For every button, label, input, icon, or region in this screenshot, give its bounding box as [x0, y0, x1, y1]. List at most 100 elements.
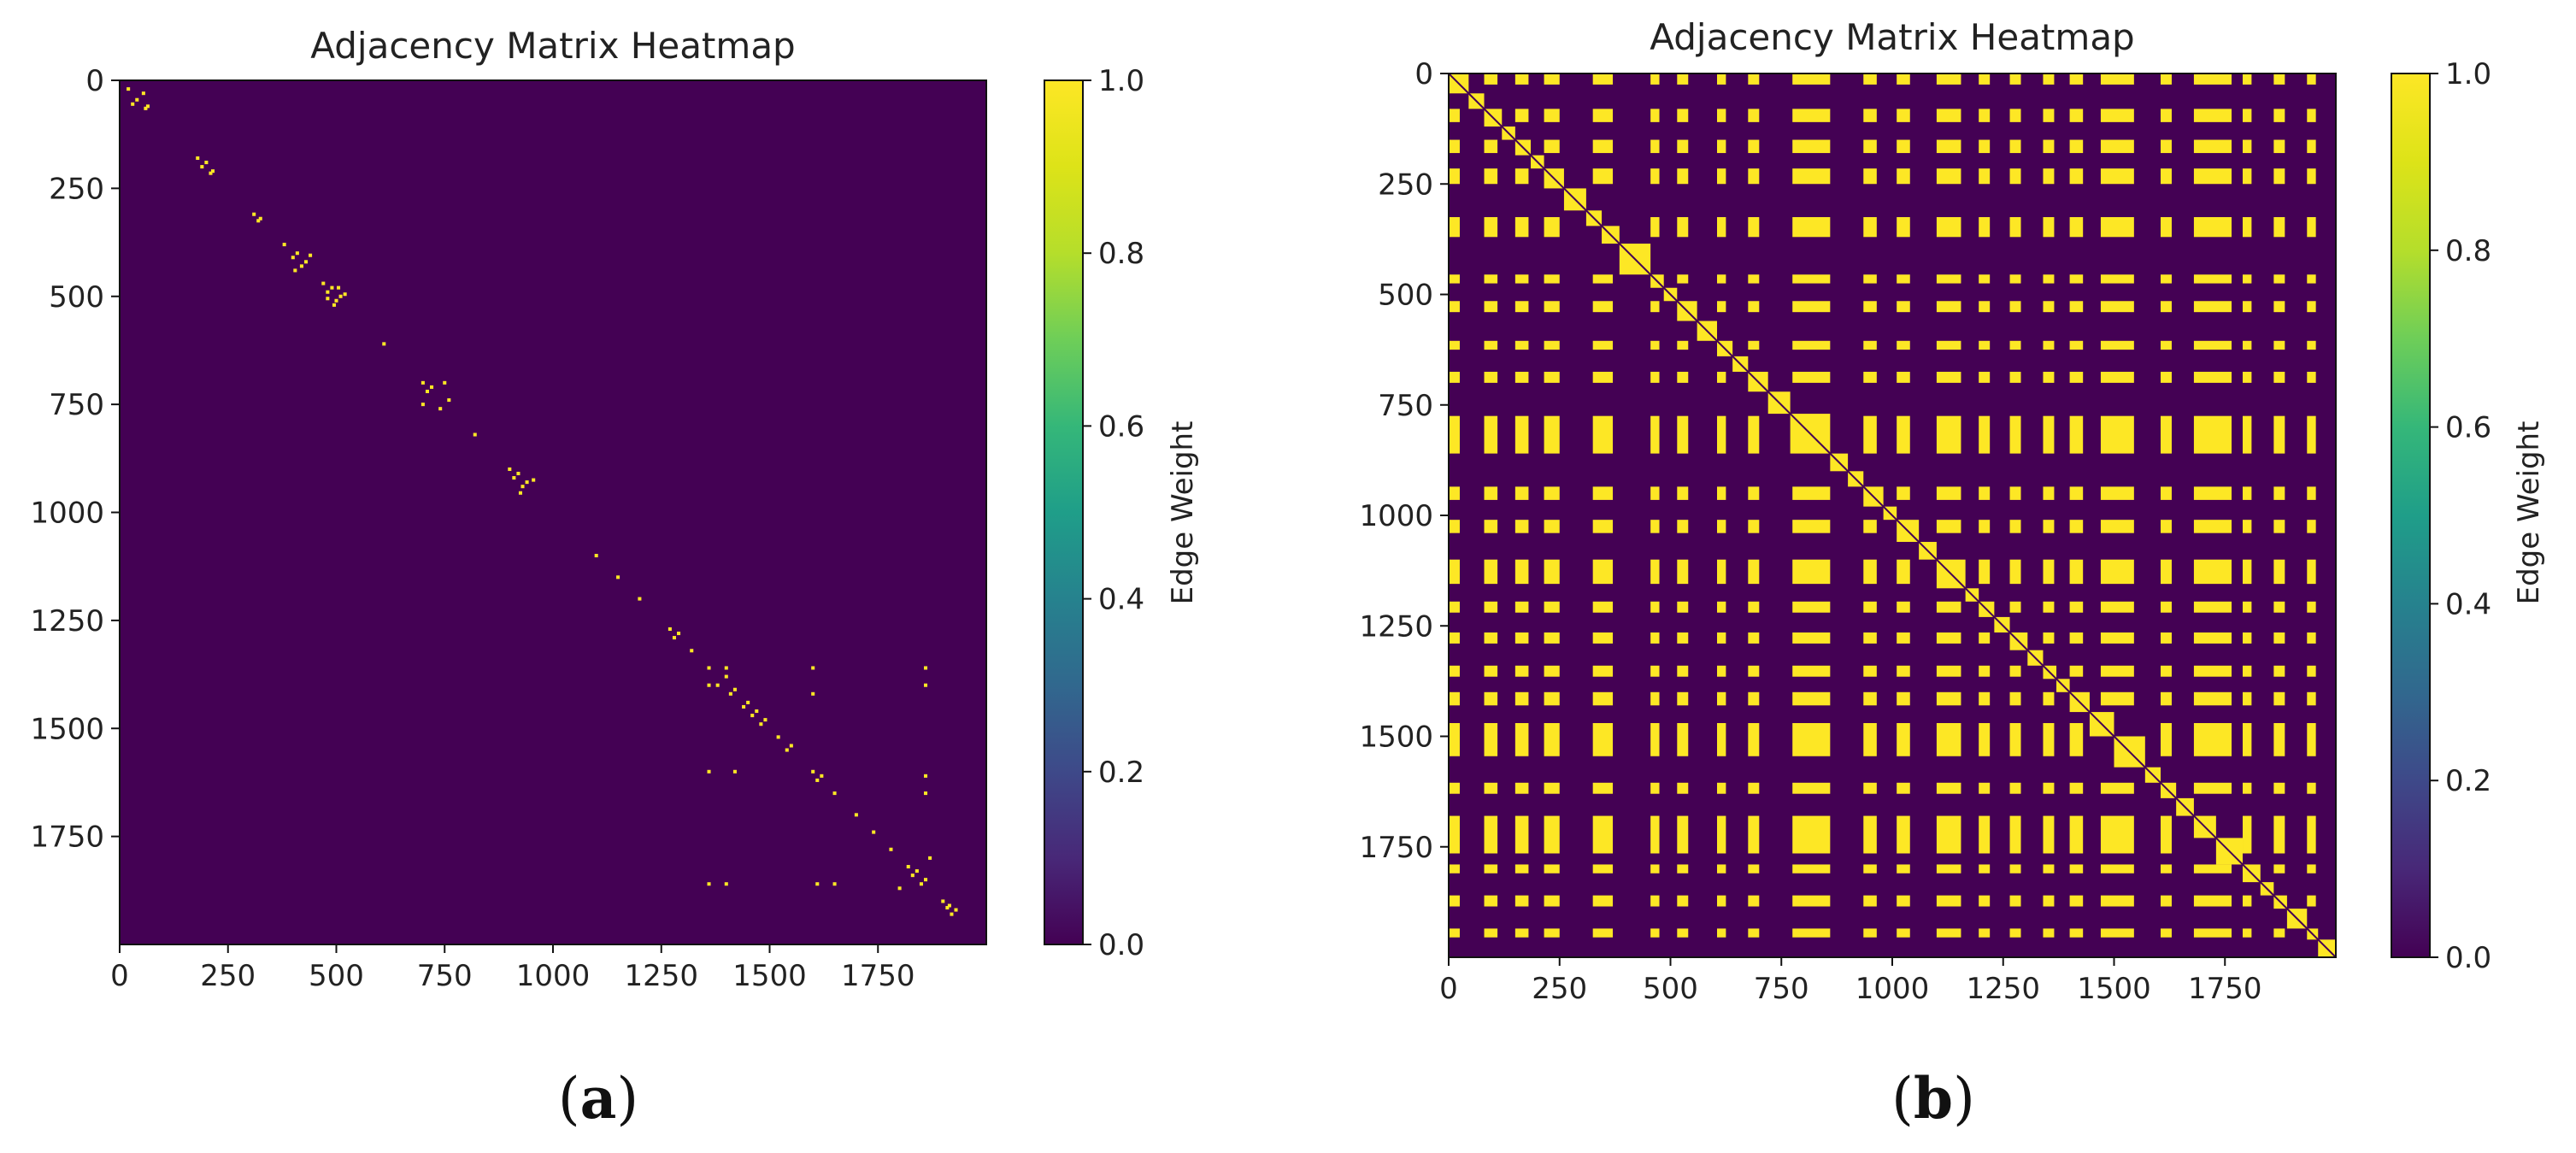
- panel-b-block-cell: [2160, 815, 2172, 854]
- panel-a-edge-cell: [897, 886, 902, 891]
- panel-b-diagonal-line: [2068, 691, 2091, 713]
- panel-a-edge-cell: [616, 575, 620, 579]
- panel-b-block-cell: [1716, 415, 1726, 454]
- panel-b-block-cell: [1979, 139, 1991, 154]
- panel-b-block-cell: [1592, 782, 1614, 794]
- panel-b-block-cell: [1979, 274, 1991, 284]
- panel-b-diagonal-line: [2317, 938, 2336, 957]
- panel-a-edge-cell: [447, 398, 451, 403]
- panel-b-block-cell: [1792, 864, 1831, 874]
- panel-b-block-cell: [1979, 520, 1991, 533]
- panel-a-colorbar-tick-label: 0.2: [1098, 756, 1144, 790]
- panel-b-block-cell: [2069, 109, 2084, 122]
- panel-b-block-cell: [2043, 601, 2055, 613]
- panel-b-block-cell: [2100, 109, 2134, 122]
- panel-b-block-cell: [1544, 274, 1560, 284]
- panel-b-block-cell: [1748, 340, 1760, 350]
- panel-b-block-cell: [1484, 722, 1498, 756]
- panel-a-y-tick-label: 750: [49, 388, 104, 422]
- panel-b-block-cell: [2009, 665, 2021, 677]
- panel-b-block-cell: [1979, 168, 1991, 185]
- panel-b-block-cell: [1748, 895, 1760, 907]
- panel-b-block-cell: [2273, 217, 2285, 238]
- panel-a-edge-cell: [889, 847, 893, 851]
- panel-b-block-cell: [1792, 168, 1831, 185]
- panel-b-block-cell: [1936, 895, 1961, 907]
- panel-b-block-cell: [1979, 782, 1991, 794]
- panel-b-block-cell: [1863, 520, 1877, 533]
- panel-b-block-cell: [2193, 109, 2232, 122]
- panel-b-block-cell: [1484, 559, 1498, 585]
- panel-a-edge-cell: [707, 882, 711, 886]
- panel-b-block-cell: [1677, 782, 1689, 794]
- panel-b-block-cell: [2100, 168, 2134, 185]
- panel-b-block-cell: [1716, 601, 1726, 613]
- panel-a-edge-cell: [425, 389, 429, 393]
- panel-a-edge-cell: [923, 878, 928, 882]
- panel-a-edge-cell: [421, 380, 425, 385]
- panel-a-edge-cell: [421, 403, 425, 407]
- panel-a-x-tick-label: 250: [200, 959, 256, 993]
- panel-a-colorbar-tick-label: 0.4: [1098, 583, 1144, 617]
- panel-b-block-cell: [1863, 864, 1877, 874]
- panel-b-block-cell: [2160, 415, 2172, 454]
- panel-a-edge-cell: [677, 632, 681, 636]
- panel-b-block-cell: [1748, 928, 1760, 938]
- panel-b-block-cell: [1936, 274, 1961, 284]
- panel-b-block-cell: [2160, 895, 2172, 907]
- panel-b-block-cell: [1484, 486, 1498, 500]
- panel-b-block-cell: [2243, 632, 2252, 644]
- panel-b-block-cell: [1716, 371, 1726, 383]
- panel-b-block-cell: [2100, 815, 2134, 854]
- panel-b-block-cell: [2100, 340, 2134, 350]
- panel-b-diagonal-line: [1862, 485, 1885, 508]
- panel-b-block-cell: [1544, 486, 1560, 500]
- panel-b-block-cell: [1748, 109, 1760, 122]
- panel-a-edge-cell: [815, 778, 820, 782]
- panel-a-edge-cell: [330, 285, 334, 290]
- panel-b-block-cell: [1592, 274, 1614, 284]
- panel-b-block-cell: [1936, 109, 1961, 122]
- panel-b-block-cell: [1514, 665, 1529, 677]
- panel-b-block-cell: [2243, 601, 2252, 613]
- panel-b-block-cell: [1677, 691, 1689, 706]
- panel-b-block-cell: [2273, 520, 2285, 533]
- panel-b-x-tick-label: 1000: [1856, 972, 1930, 1006]
- panel-b-block-cell: [1716, 722, 1726, 756]
- panel-b-block-cell: [2069, 864, 2084, 874]
- panel-b-block-cell: [1897, 895, 1910, 907]
- panel-b-block-cell: [1716, 895, 1726, 907]
- panel-b-block-cell: [1650, 139, 1660, 154]
- panel-b-block-cell: [1449, 520, 1460, 533]
- panel-b-block-cell: [2193, 74, 2232, 85]
- panel-b-block-cell: [1897, 782, 1910, 794]
- panel-b-colorbar: [2391, 74, 2430, 957]
- panel-b-block-cell: [2273, 815, 2285, 854]
- panel-a-edge-cell: [832, 791, 837, 796]
- panel-b-block-cell: [1650, 371, 1660, 383]
- panel-b-block-cell: [2043, 691, 2055, 706]
- panel-b-y-tick-label: 1750: [1359, 831, 1433, 865]
- panel-b-block-cell: [1792, 559, 1831, 585]
- panel-a-edge-cell: [326, 297, 330, 301]
- panel-b-block-cell: [2069, 722, 2084, 756]
- panel-b-block-cell: [2100, 632, 2134, 644]
- panel-b: Adjacency Matrix Heatmap 0 250 500 750 1000 1…: [1359, 16, 2546, 1132]
- panel-b-block-cell: [1449, 665, 1460, 677]
- panel-b-y-ticks: 0 250 500 750 1000 1250 1500 1750: [1359, 57, 1449, 865]
- panel-a-edge-cell: [732, 769, 737, 774]
- panel-b-block-cell: [1792, 217, 1831, 238]
- panel-b-block-cell: [1514, 928, 1529, 938]
- panel-b-block-cell: [1544, 864, 1560, 874]
- panel-b-colorbar-tick-label: 0.2: [2445, 764, 2491, 798]
- panel-a-edge-cell: [518, 491, 523, 495]
- panel-b-block-cell: [2009, 109, 2021, 122]
- panel-b-block-cell: [1650, 415, 1660, 454]
- panel-a-edge-cell: [763, 718, 768, 722]
- panel-b-block-cell: [2243, 217, 2252, 238]
- panel-b-block-cell: [1449, 815, 1460, 854]
- panel-b-block-cell: [2043, 632, 2055, 644]
- panel-b-block-cell: [2100, 864, 2134, 874]
- panel-a-title: Adjacency Matrix Heatmap: [310, 25, 795, 67]
- panel-a-heatmap-background: [120, 80, 986, 944]
